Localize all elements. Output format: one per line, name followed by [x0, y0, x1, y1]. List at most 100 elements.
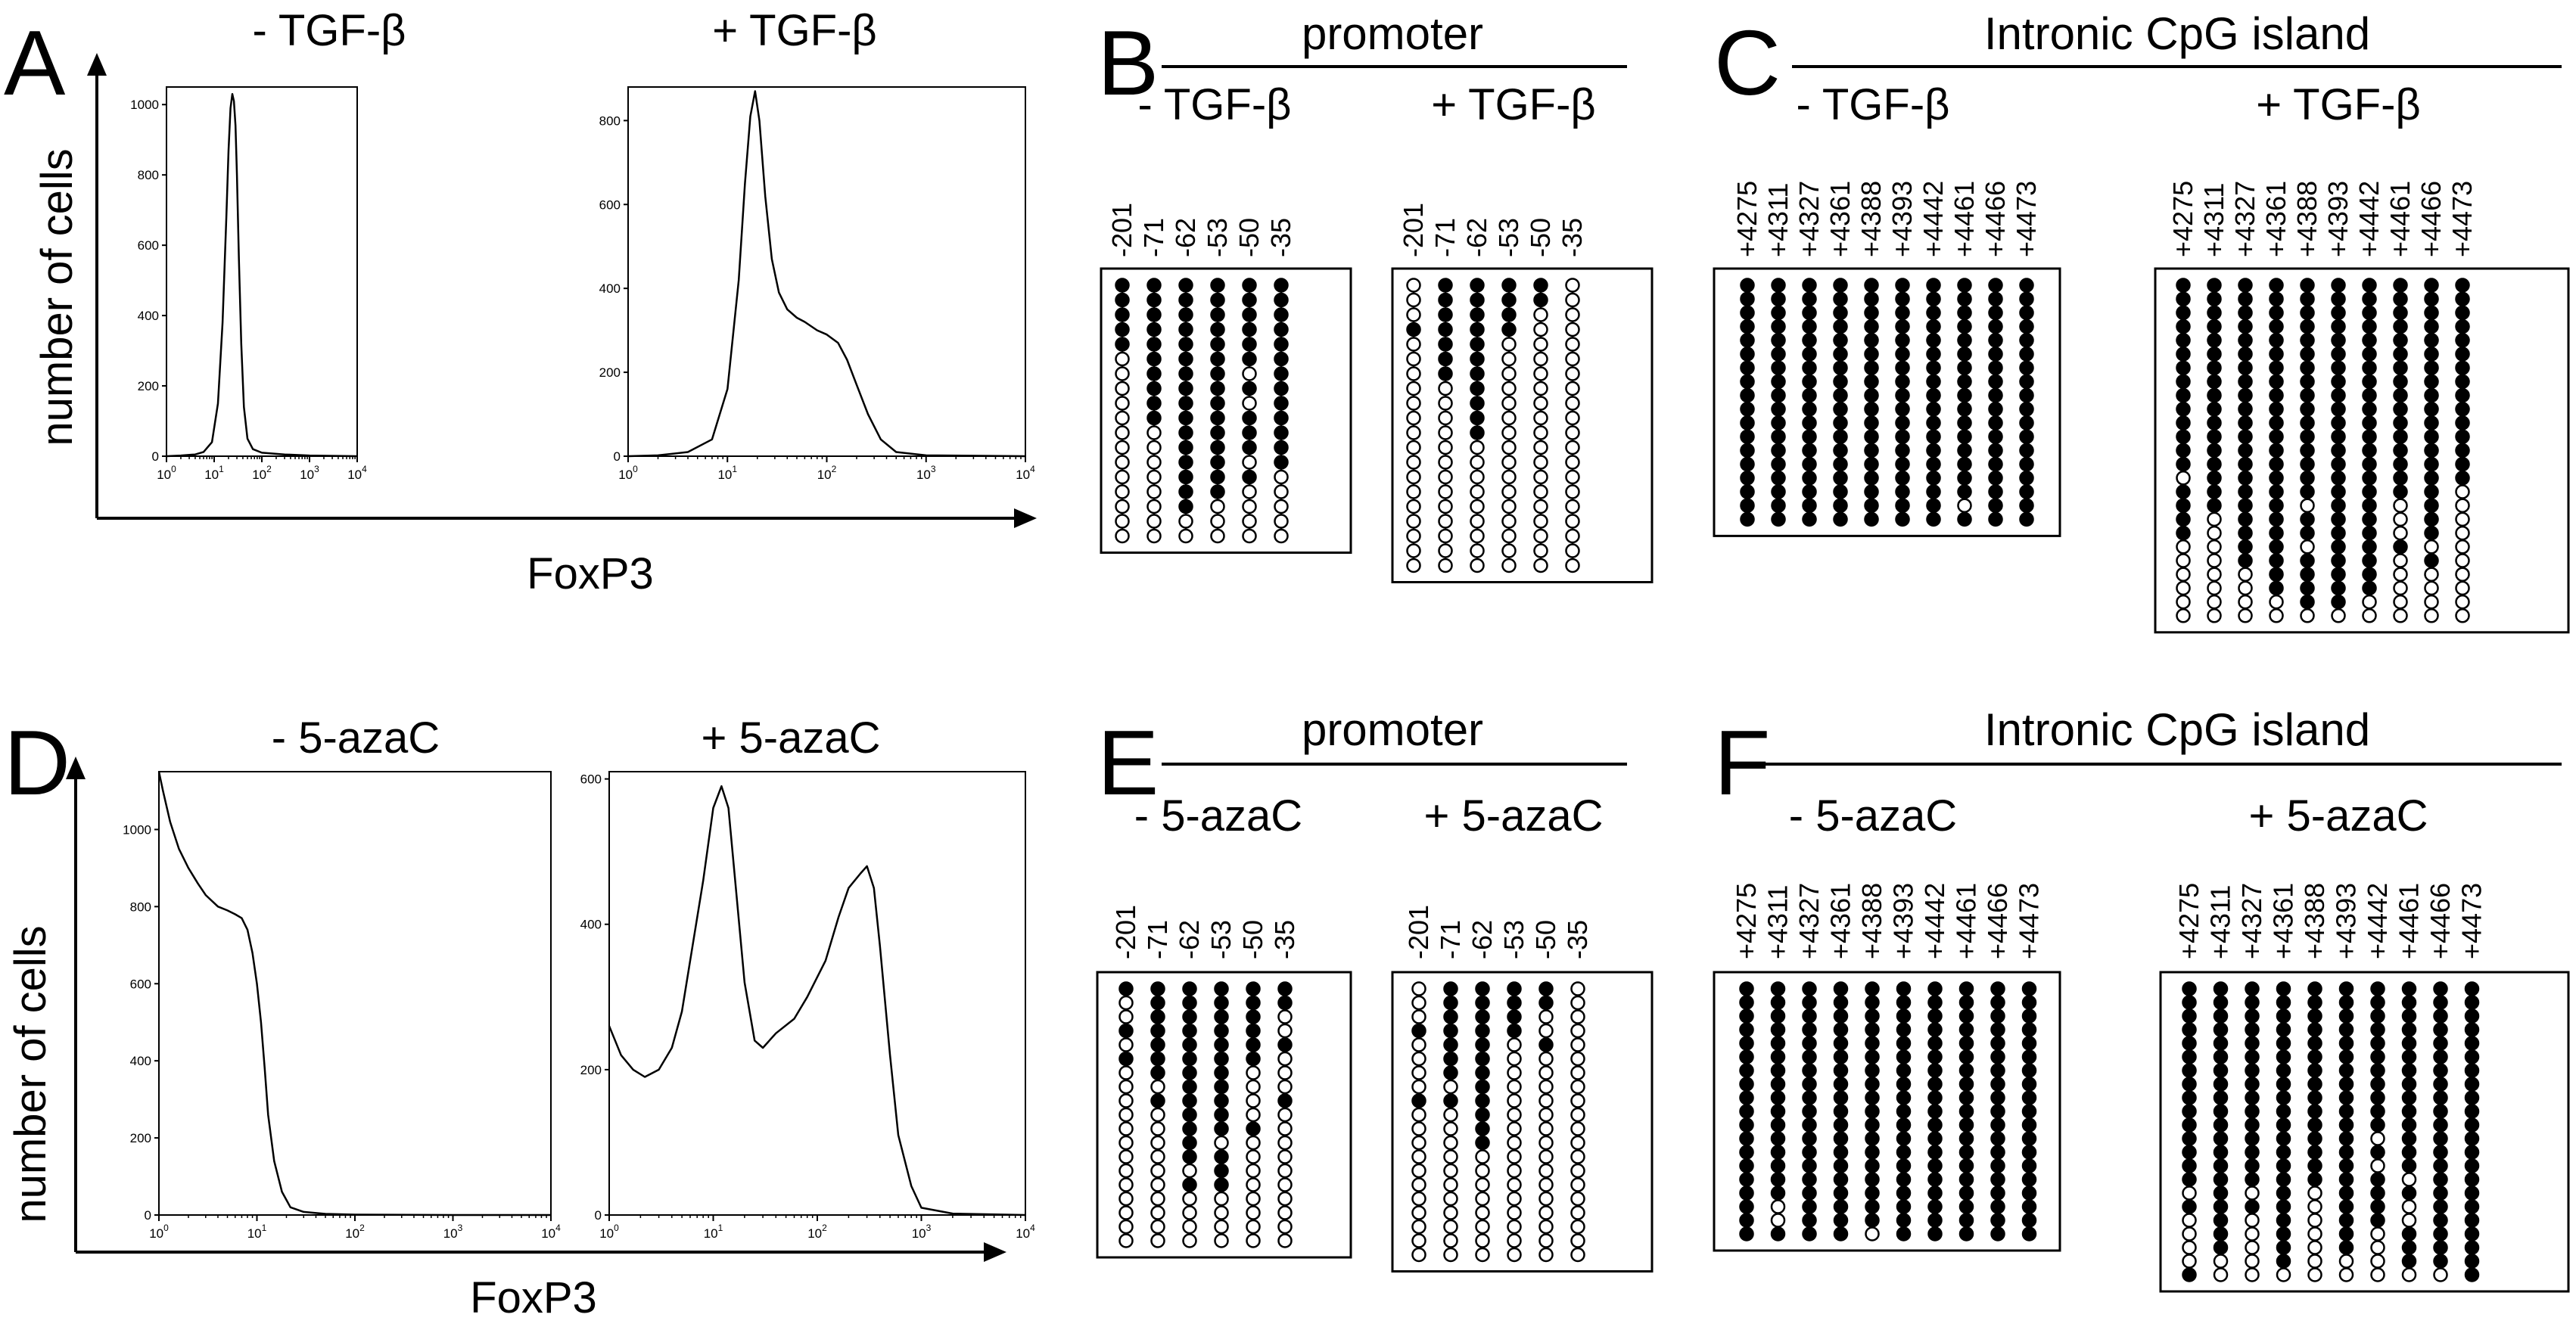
methylated-cpg — [1115, 292, 1130, 308]
methylated-cpg — [2455, 333, 2470, 348]
cpg-position-label: +4461 — [2385, 181, 2416, 257]
methylated-cpg — [1864, 333, 1879, 348]
methylated-cpg — [1178, 292, 1193, 308]
methylated-cpg — [2401, 995, 2417, 1010]
methylated-cpg — [1990, 1213, 2005, 1228]
methylated-cpg — [2307, 1145, 2322, 1160]
methylated-cpg — [1896, 1158, 1912, 1173]
unmethylated-cpg — [1178, 528, 1193, 544]
methylated-cpg — [1896, 1226, 1912, 1241]
cpg-position-label: -71 — [1430, 218, 1461, 257]
methylated-cpg — [2276, 1158, 2291, 1173]
unmethylated-cpg — [1475, 1205, 1490, 1220]
methylated-cpg — [1990, 1008, 2005, 1024]
methylated-cpg — [2464, 1172, 2480, 1187]
x-tick-label: 103 — [912, 1223, 932, 1241]
methylated-cpg — [2269, 511, 2284, 527]
methylated-cpg — [2464, 1090, 2480, 1105]
unmethylated-cpg — [2238, 594, 2253, 610]
cpg-position-label: -35 — [1269, 920, 1300, 959]
cpg-position-label: -53 — [1206, 920, 1237, 959]
methylated-cpg — [1927, 1199, 1943, 1214]
methylated-cpg — [2455, 415, 2470, 430]
methylated-cpg — [2019, 360, 2034, 375]
methylated-cpg — [1957, 415, 1972, 430]
methylated-cpg — [1739, 995, 1754, 1010]
methylated-cpg — [2338, 1022, 2354, 1037]
methylated-cpg — [2207, 415, 2222, 430]
methylated-cpg — [2269, 567, 2284, 582]
methylated-cpg — [2424, 553, 2439, 568]
methylated-cpg — [1990, 1199, 2005, 1214]
methylated-cpg — [1833, 1117, 1849, 1133]
methylated-cpg — [1470, 410, 1485, 426]
cpg-position-label: -35 — [1557, 218, 1588, 257]
panel-letter-E: E — [1097, 711, 1159, 814]
methylated-cpg — [1990, 1145, 2005, 1160]
methylated-cpg — [1210, 469, 1225, 485]
methylated-cpg — [1210, 307, 1225, 322]
methylated-cpg — [2300, 456, 2315, 472]
unmethylated-cpg — [1406, 278, 1421, 293]
methylated-cpg — [1864, 511, 1879, 527]
methylated-cpg — [2433, 1090, 2448, 1105]
unmethylated-cpg — [1214, 1233, 1229, 1248]
unmethylated-cpg — [2300, 539, 2315, 555]
cpg-position-label: +4275 — [1731, 181, 1762, 257]
methylated-cpg — [2338, 1077, 2354, 1092]
methylated-cpg — [2424, 305, 2439, 321]
methylated-cpg — [1501, 322, 1517, 337]
methylated-cpg — [2021, 1199, 2037, 1214]
methylated-cpg — [1740, 305, 1755, 321]
methylated-cpg — [2362, 553, 2377, 568]
methylated-cpg — [1833, 1145, 1849, 1160]
unmethylated-cpg — [1411, 1009, 1426, 1024]
methylated-cpg — [2238, 553, 2253, 568]
methylated-cpg — [2207, 387, 2222, 403]
unmethylated-cpg — [1475, 1247, 1490, 1263]
methylated-cpg — [1470, 396, 1485, 411]
methylated-cpg — [1475, 981, 1490, 996]
methylated-cpg — [1406, 322, 1421, 337]
unmethylated-cpg — [1411, 981, 1426, 996]
unmethylated-cpg — [1570, 1121, 1585, 1136]
unmethylated-cpg — [1538, 1177, 1554, 1192]
methylated-cpg — [2362, 484, 2377, 499]
y-axis-arrow — [87, 53, 107, 76]
methylated-cpg — [1927, 1077, 1943, 1092]
methylated-cpg — [1957, 402, 1972, 417]
methylated-cpg — [2269, 471, 2284, 486]
methylated-cpg — [1210, 484, 1225, 499]
unmethylated-cpg — [2207, 594, 2222, 610]
cpg-position-label: +4473 — [2011, 181, 2042, 257]
unmethylated-cpg — [2455, 580, 2470, 596]
methylated-cpg — [2331, 305, 2346, 321]
unmethylated-cpg — [1118, 1177, 1134, 1192]
unmethylated-cpg — [1411, 1177, 1426, 1192]
unmethylated-cpg — [1406, 469, 1421, 485]
methylated-cpg — [1770, 1036, 1786, 1051]
methylated-cpg — [2176, 374, 2191, 390]
methylated-cpg — [1771, 374, 1786, 390]
methylated-cpg — [2238, 471, 2253, 486]
methylated-cpg — [2362, 498, 2377, 513]
methylated-cpg — [1182, 1009, 1197, 1024]
methylated-cpg — [1214, 1079, 1229, 1095]
cpg-position-label: +4466 — [1982, 883, 2013, 959]
methylated-cpg — [1210, 396, 1225, 411]
x-tick-label: 100 — [599, 1223, 619, 1241]
methylated-cpg — [2269, 484, 2284, 499]
methylated-cpg — [1470, 381, 1485, 396]
x-tick-label: 102 — [817, 464, 837, 482]
unmethylated-cpg — [1565, 469, 1580, 485]
unmethylated-cpg — [1406, 484, 1421, 499]
methylated-cpg — [2276, 1145, 2291, 1160]
methylated-cpg — [1475, 1107, 1490, 1123]
methylated-cpg — [1926, 319, 1941, 334]
unmethylated-cpg — [2401, 1172, 2417, 1187]
condition-title: + TGF-β — [712, 6, 877, 55]
cpg-position-label: +4442 — [2362, 883, 2393, 959]
methylated-cpg — [1274, 292, 1289, 308]
methylated-cpg — [2393, 305, 2408, 321]
methylated-cpg — [1771, 429, 1786, 444]
